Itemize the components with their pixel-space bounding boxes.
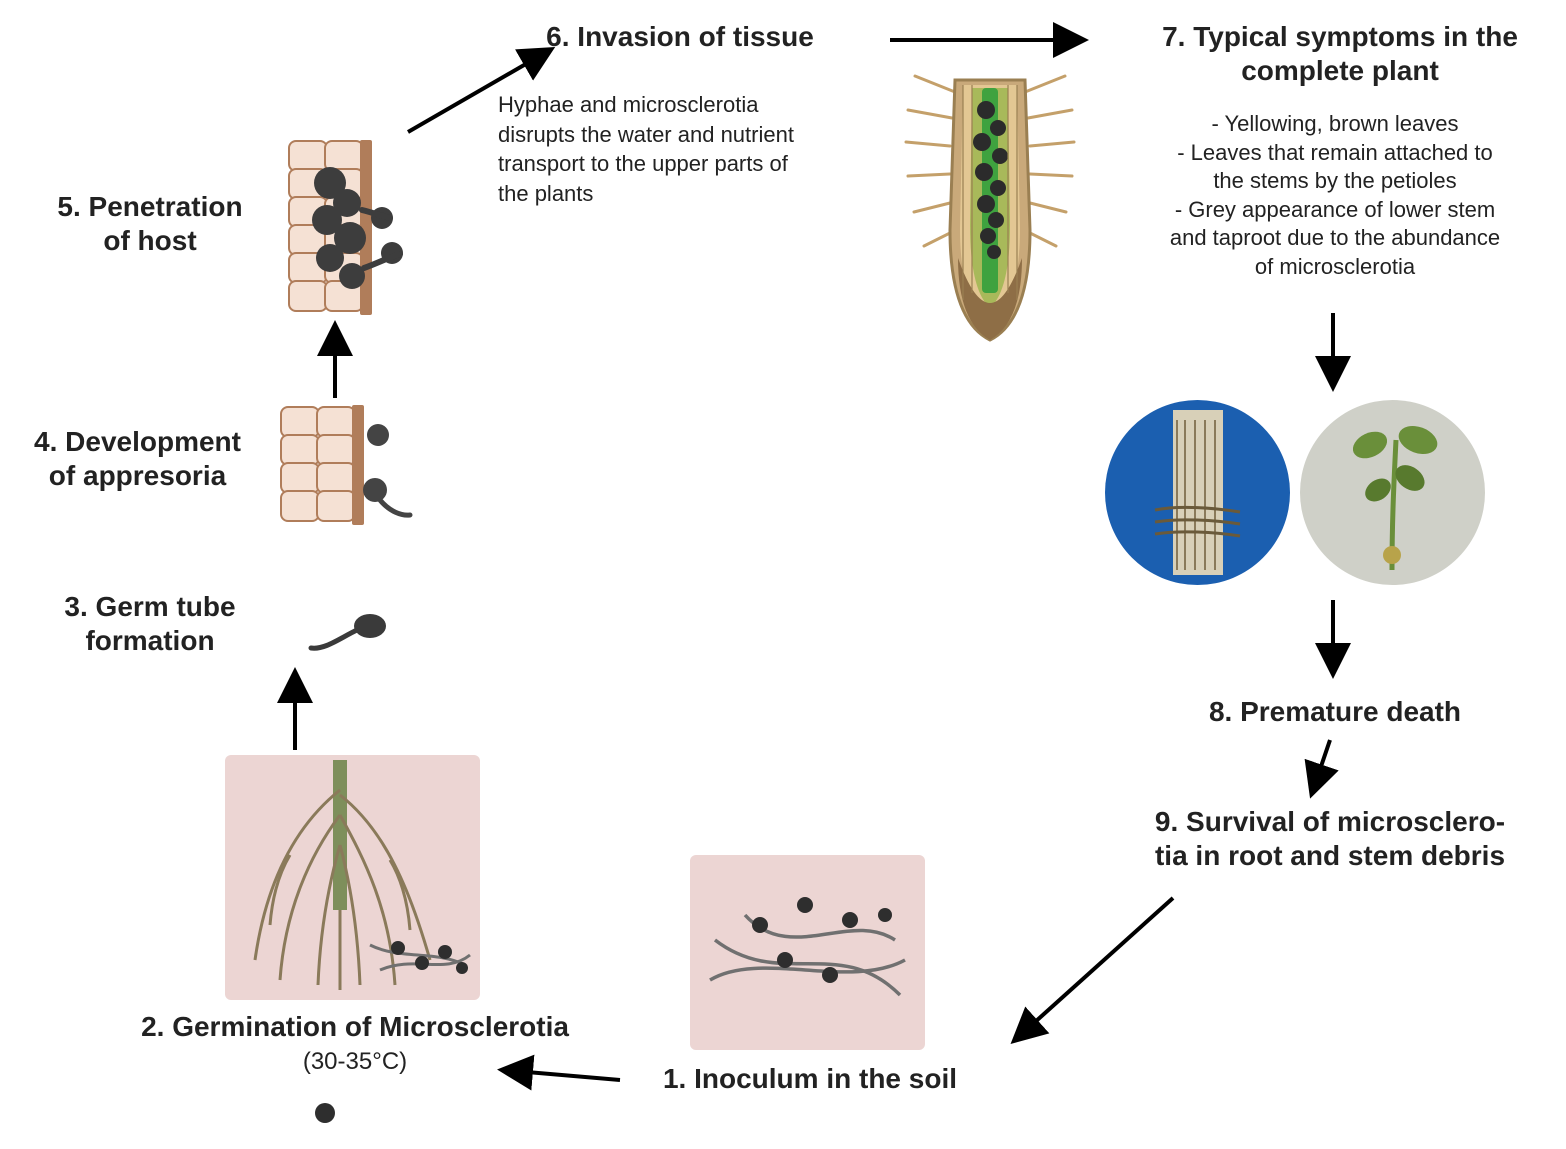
node-8-title: 8. Premature death [1175,695,1495,729]
node-5-title: 5. Penetration of host [40,190,260,257]
arrow-4-5 [320,318,350,403]
node-4-title: 4. Development of appresoria [15,425,260,492]
node-1-title: 1. Inoculum in the soil [625,1062,995,1096]
germ-tube-icon [305,608,395,653]
wilted-plant-icon [1300,400,1485,585]
stem-photo-icon [1105,400,1290,585]
node-9-title: 9. Survival of microsclero- tia in root … [1100,805,1560,872]
arrow-8-9 [1300,735,1350,800]
arrow-6-7 [885,25,1090,55]
arrow-photos-8 [1318,595,1348,680]
node-7-bullets: - Yellowing, brown leaves - Leaves that … [1115,110,1555,282]
appressoria-fungus-icon [360,420,415,520]
penetration-fungus-icon [292,148,412,318]
symptom-photo-plant [1300,400,1485,585]
node-3-title: 3. Germ tube formation [40,590,260,657]
arrow-5-6 [400,40,560,140]
root-cross-section-icon [900,70,1080,350]
arrow-2-3 [280,665,310,755]
arrow-7-photos [1318,308,1348,393]
germination-icon [230,760,475,995]
arrow-9-1 [1005,890,1180,1050]
symptom-photo-stem [1105,400,1290,585]
loose-microsclerotium-icon [310,1098,340,1128]
appressoria-cells-r [316,408,356,520]
node-2-title: 2. Germination of Microsclerotia [90,1010,620,1044]
inoculum-icon [700,880,915,1040]
appressoria-cells [280,408,320,520]
arrow-1-2 [495,1060,625,1100]
node-7-title: 7. Typical symptoms in the complete plan… [1115,20,1565,87]
